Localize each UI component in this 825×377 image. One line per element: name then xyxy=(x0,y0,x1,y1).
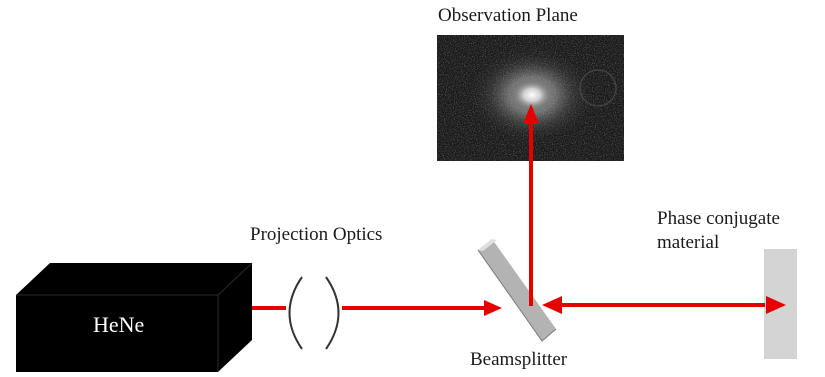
projection-lens xyxy=(288,276,340,350)
beamsplitter-label: Beamsplitter xyxy=(470,349,568,370)
beamsplitter xyxy=(477,239,557,342)
phase-conjugate-label-line2: material xyxy=(657,232,720,253)
arrowhead-splitter xyxy=(484,300,502,316)
observation-plane-label: Observation Plane xyxy=(438,5,578,26)
laser-beams xyxy=(252,104,786,316)
arrowhead-screen xyxy=(523,104,539,124)
arrowhead-material xyxy=(766,296,786,314)
hene-laser xyxy=(16,262,253,372)
projection-optics-label: Projection Optics xyxy=(250,224,383,245)
laser-label: HeNe xyxy=(93,312,145,337)
arrowhead-return xyxy=(542,296,562,314)
observation-screen xyxy=(437,35,624,161)
phase-conjugate-label-line1: Phase conjugate xyxy=(657,208,780,229)
